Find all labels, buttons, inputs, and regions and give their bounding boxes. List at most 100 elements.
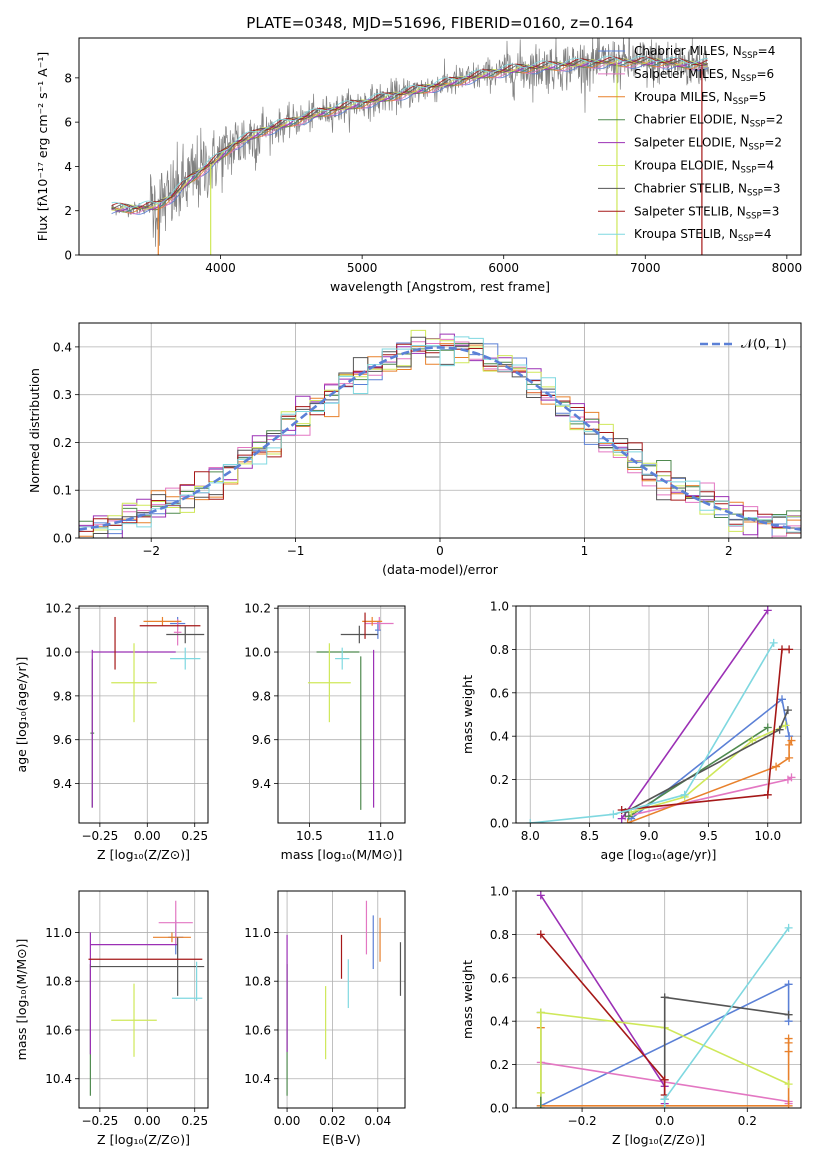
normal-curve (79, 346, 801, 531)
x-tick-label: −1 (287, 544, 305, 558)
y-tick-label: 0.1 (53, 484, 72, 498)
weight-point (785, 645, 794, 654)
model-spectrum-line (111, 57, 708, 210)
x-tick-label: −2 (142, 544, 160, 558)
legend-entry: Kroupa ELODIE, NSSP=4 (634, 159, 774, 176)
weight-point (536, 1088, 545, 1097)
plot-area (536, 891, 793, 1108)
legend-subscript: SSP (748, 143, 764, 153)
x-axis-label: Z [log₁₀(Z/Z⊙)] (97, 847, 190, 862)
axes-frame (78, 37, 802, 256)
x-tick-label: 0.2 (738, 1114, 757, 1128)
weight-point (784, 980, 793, 989)
weight-point (536, 1104, 545, 1108)
x-tick-label: 11.0 (367, 829, 394, 843)
x-tick-label: 7000 (630, 261, 661, 275)
model-spectrum-line (111, 55, 708, 209)
weight-line (624, 709, 789, 813)
weight-point (660, 1095, 669, 1104)
plot-residuals: −2 −1 0 1 2 0.0 0.1 0.2 0.3 0.4 (data-model)/error… (27, 322, 802, 577)
x-axis-label: Z [log₁₀(Z/Z⊙)] (612, 1132, 705, 1147)
weight-point (624, 812, 633, 821)
weight-point (775, 725, 784, 734)
y-tick-label: 6 (64, 116, 72, 130)
legend-nssp: =4 (758, 44, 776, 58)
y-tick-label: 0.4 (490, 1015, 509, 1029)
plot-area (526, 606, 796, 823)
y-tick-label: 9.4 (53, 777, 72, 791)
plot-area (307, 612, 394, 810)
y-tick-label: 8 (64, 71, 72, 85)
y-tick-label: 9.6 (53, 733, 72, 747)
y-tick-label: 0.8 (490, 643, 509, 657)
x-tick-label: 0.25 (181, 829, 208, 843)
observed-spectrum-line (111, 38, 709, 247)
weight-point (526, 819, 535, 823)
legend-entry: Kroupa MILES, NSSP=5 (634, 90, 766, 107)
legend-entry: Salpeter STELIB, NSSP=3 (634, 204, 779, 221)
y-tick-label: 0.2 (490, 773, 509, 787)
y-axis-label: Flux [fλ10⁻¹⁷ erg cm⁻² s⁻¹ A⁻¹] (35, 52, 50, 241)
legend-entry: Salpeter MILES, NSSP=6 (634, 67, 774, 84)
weight-point (660, 993, 669, 1002)
axes-frame (277, 890, 406, 1109)
y-tick-label: 0.3 (53, 388, 72, 402)
y-tick-label: 0.0 (490, 817, 509, 831)
y-tick-label: 0.6 (490, 686, 509, 700)
y-tick-label: 10.4 (45, 1072, 72, 1086)
legend-subscript: SSP (741, 74, 757, 84)
model-spectrum-line (111, 56, 708, 209)
legend-subscript: SSP (750, 120, 766, 130)
y-axis-label: age [log₁₀(age/yr)] (14, 657, 29, 773)
axes-frame (78, 322, 802, 539)
weight-point (623, 819, 632, 823)
y-tick-label: 10.6 (45, 1023, 72, 1037)
y-tick-label: 10.0 (244, 646, 271, 660)
weight-point (785, 732, 794, 741)
x-tick-label: 2 (725, 544, 733, 558)
legend-entry: Chabrier ELODIE, NSSP=2 (634, 113, 783, 130)
x-tick-label: −0.25 (81, 1114, 118, 1128)
legend-nssp: =2 (764, 136, 782, 150)
x-tick-label: 0.02 (319, 1114, 346, 1128)
weight-point (787, 736, 796, 745)
y-tick-label: 9.6 (252, 733, 271, 747)
y-axis-label: mass weight (460, 960, 475, 1039)
figure-title: PLATE=0348, MJD=51696, FIBERID=0160, z=0… (246, 14, 633, 32)
y-tick-label: 10.2 (244, 602, 271, 616)
x-axis-label: Z [log₁₀(Z/Z⊙)] (97, 1132, 190, 1147)
x-tick-label: 0.04 (364, 1114, 391, 1128)
weight-line (540, 1011, 789, 1093)
y-tick-label: 0.8 (490, 928, 509, 942)
y-tick-label: 9.4 (252, 777, 271, 791)
x-tick-label: 1 (581, 544, 589, 558)
weight-point (781, 721, 790, 730)
weight-point (784, 1101, 793, 1108)
weight-point (772, 762, 781, 771)
y-axis-label: mass [log₁₀(M/M⊙)] (14, 939, 29, 1061)
y-tick-label: 0.4 (53, 340, 72, 354)
x-tick-label: 0.25 (181, 1114, 208, 1128)
legend-nssp: =2 (766, 113, 784, 127)
y-tick-label: 0.4 (490, 730, 509, 744)
weight-point (784, 1080, 793, 1089)
x-tick-label: 8000 (772, 261, 803, 275)
y-tick-label: 0.0 (490, 1102, 509, 1116)
plot-weight_vs_age: 8.0 8.5 9.0 9.5 10.0 0.0 0.2 0.4 0.6 0.8 1.0 age [l… (460, 600, 802, 862)
x-tick-label: 6000 (488, 261, 519, 275)
legend-subscript: SSP (746, 211, 762, 221)
weight-line (663, 927, 790, 1108)
x-axis-label: (data-model)/error (382, 562, 499, 577)
y-tick-label: 10.2 (45, 602, 72, 616)
spectrum-legend: Chabrier MILES, NSSP=4 Salpeter MILES, NS… (598, 44, 783, 244)
axes-frame (78, 890, 209, 1109)
axes-frame (78, 605, 209, 824)
weight-point (785, 753, 794, 762)
y-tick-label: 4 (64, 160, 72, 174)
legend-nssp: =6 (756, 67, 774, 81)
weight-line (621, 609, 769, 820)
weight-line (630, 724, 786, 813)
x-tick-label: 0.00 (134, 1114, 161, 1128)
legend-entry: Salpeter ELODIE, NSSP=2 (634, 136, 782, 153)
x-tick-label: 5000 (347, 261, 378, 275)
